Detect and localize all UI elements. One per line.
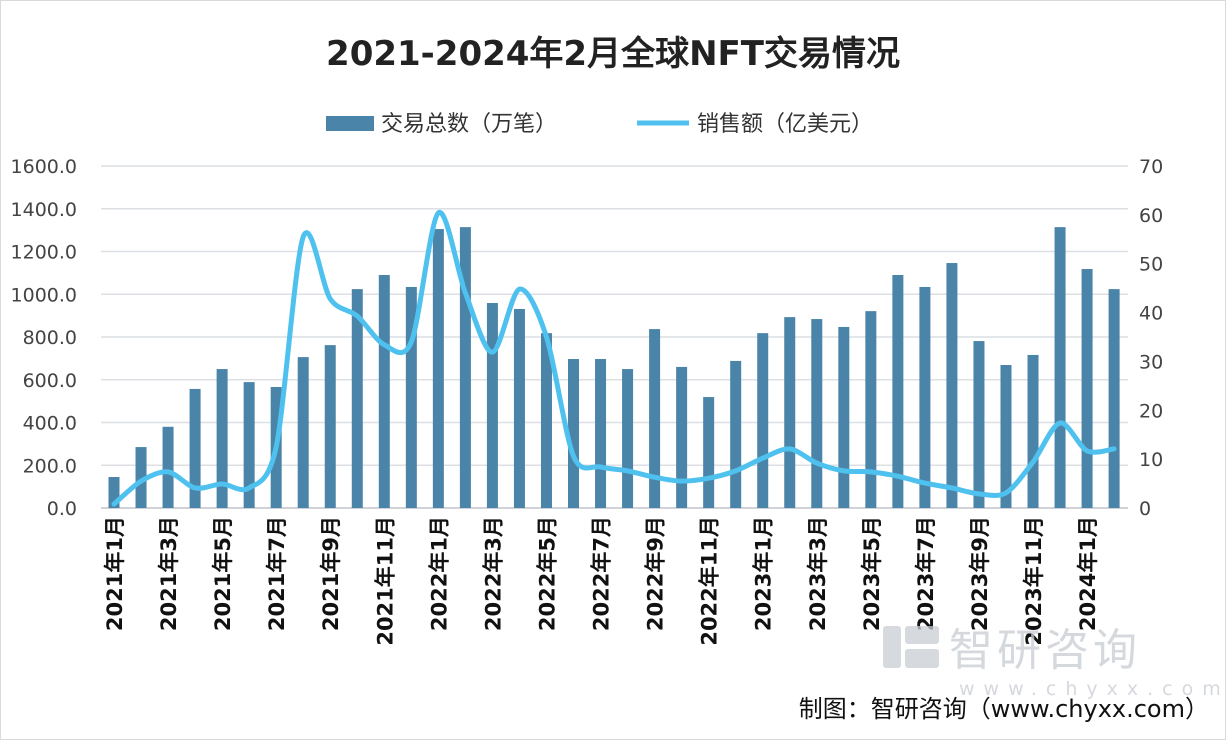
x-tick-label: 2021年11月 bbox=[373, 516, 397, 646]
right-tick-label: 70 bbox=[1139, 156, 1163, 178]
x-tick-label: 2023年11月 bbox=[1022, 516, 1046, 646]
x-tick-label: 2021年5月 bbox=[211, 516, 235, 631]
chart-title: 2021-2024年2月全球NFT交易情况 bbox=[326, 34, 900, 74]
bar bbox=[1081, 269, 1093, 508]
bar bbox=[892, 275, 904, 508]
legend-line-label: 销售额（亿美元） bbox=[697, 112, 873, 137]
bar-series bbox=[108, 227, 1120, 508]
left-tick-label: 1400.0 bbox=[11, 199, 77, 221]
left-axis: 0.0 200.0 400.0 600.0 800.0 1000.0 1200.0 1400.… bbox=[11, 156, 77, 520]
x-tick-label: 2021年1月 bbox=[103, 516, 127, 631]
bar bbox=[1027, 354, 1039, 508]
bar bbox=[703, 397, 715, 508]
line-series bbox=[111, 210, 1117, 507]
left-tick-label: 400.0 bbox=[23, 413, 77, 435]
bar bbox=[405, 286, 417, 508]
right-tick-label: 10 bbox=[1139, 449, 1163, 471]
legend-bar-swatch bbox=[326, 116, 374, 131]
bar bbox=[1108, 289, 1120, 508]
bar bbox=[946, 263, 958, 508]
legend: 交易总数（万笔） 销售额（亿美元） bbox=[326, 112, 873, 137]
right-tick-label: 50 bbox=[1139, 254, 1163, 276]
bar bbox=[189, 388, 201, 508]
bar bbox=[730, 360, 742, 508]
x-tick-label: 2022年11月 bbox=[698, 516, 722, 646]
bar bbox=[622, 369, 634, 508]
bar bbox=[838, 326, 850, 508]
watermark-logo: 智研咨询 www.chyxx.com bbox=[883, 625, 1226, 700]
x-tick-label: 2021年7月 bbox=[265, 516, 289, 631]
x-tick-label: 2021年9月 bbox=[319, 516, 343, 631]
x-tick-label: 2022年1月 bbox=[427, 516, 451, 631]
right-axis: 0 10 20 30 40 50 60 70 bbox=[1139, 156, 1163, 520]
right-tick-label: 20 bbox=[1139, 400, 1163, 422]
bar bbox=[324, 345, 336, 508]
left-tick-label: 1600.0 bbox=[11, 156, 77, 178]
bar bbox=[649, 329, 661, 508]
right-tick-label: 60 bbox=[1139, 205, 1163, 227]
bar bbox=[243, 382, 255, 508]
bar bbox=[919, 286, 931, 508]
legend-bar-label: 交易总数（万笔） bbox=[381, 112, 557, 137]
right-tick-label: 30 bbox=[1139, 351, 1163, 373]
bar bbox=[1054, 227, 1066, 508]
x-tick-label: 2022年7月 bbox=[590, 516, 614, 631]
bar bbox=[432, 229, 444, 508]
bar bbox=[784, 317, 796, 508]
bar bbox=[811, 319, 823, 508]
left-tick-label: 600.0 bbox=[23, 370, 77, 392]
bar bbox=[216, 369, 228, 508]
x-tick-label: 2023年5月 bbox=[860, 516, 884, 631]
x-tick-label: 2024年1月 bbox=[1076, 516, 1100, 631]
x-tick-label: 2023年9月 bbox=[968, 516, 992, 631]
x-axis: 2021年1月 2021年3月 2021年5月 2021年7月 2021年9月 2021年… bbox=[103, 516, 1100, 646]
left-tick-label: 200.0 bbox=[23, 455, 77, 477]
left-tick-label: 800.0 bbox=[23, 327, 77, 349]
watermark-name: 智研咨询 bbox=[949, 625, 1141, 676]
source-note: 制图：智研咨询（www.chyxx.com） bbox=[799, 695, 1209, 723]
bar bbox=[513, 308, 525, 508]
x-tick-label: 2021年3月 bbox=[157, 516, 181, 631]
x-tick-label: 2022年5月 bbox=[535, 516, 559, 631]
sales-line bbox=[111, 210, 1117, 507]
bar bbox=[486, 303, 498, 508]
x-tick-label: 2023年3月 bbox=[806, 516, 830, 631]
bar bbox=[297, 357, 309, 508]
left-tick-label: 0.0 bbox=[47, 498, 77, 520]
x-tick-label: 2022年9月 bbox=[644, 516, 668, 631]
bar bbox=[459, 227, 471, 508]
bar bbox=[676, 366, 688, 508]
bar bbox=[757, 333, 769, 508]
left-tick-label: 1200.0 bbox=[11, 242, 77, 264]
bar bbox=[135, 447, 147, 508]
bar bbox=[568, 359, 580, 508]
right-tick-label: 40 bbox=[1139, 303, 1163, 325]
x-tick-label: 2022年3月 bbox=[481, 516, 505, 631]
bar bbox=[865, 311, 877, 508]
bar bbox=[1000, 365, 1012, 508]
bar bbox=[595, 359, 607, 508]
left-tick-label: 1000.0 bbox=[11, 284, 77, 306]
x-tick-label: 2023年1月 bbox=[752, 516, 776, 631]
bar bbox=[162, 426, 174, 508]
watermark-url: www.chyxx.com bbox=[959, 678, 1226, 700]
bar bbox=[378, 275, 390, 508]
bar bbox=[108, 477, 120, 508]
bar bbox=[540, 333, 552, 508]
x-tick-label: 2023年7月 bbox=[914, 516, 938, 631]
bar bbox=[351, 289, 363, 508]
right-tick-label: 0 bbox=[1139, 498, 1151, 520]
bar bbox=[973, 341, 985, 508]
